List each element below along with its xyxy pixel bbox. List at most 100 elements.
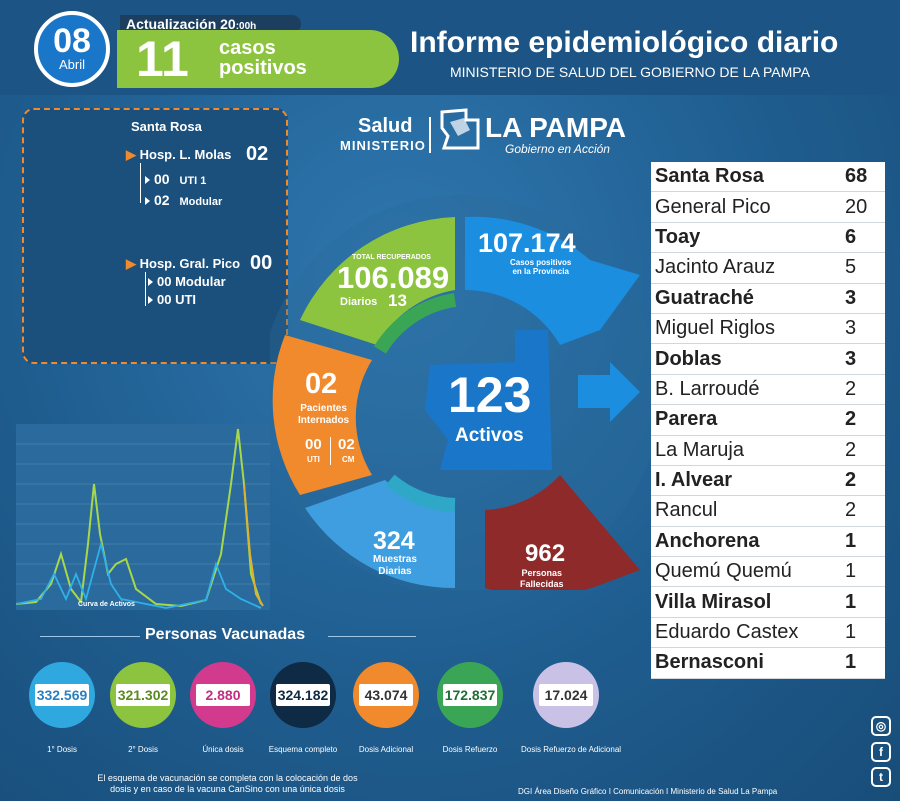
hospital-2-modular: 00 Modular: [148, 274, 226, 289]
cases-ring-diagram: [270, 195, 660, 590]
province-map-icon: [425, 330, 552, 470]
locality-count: 20: [845, 195, 868, 218]
hospital-2: ▶ Hosp. Gral. Pico: [126, 256, 240, 272]
vaccinated-title: Personas Vacunadas: [145, 626, 306, 643]
localities-table: Santa Rosa 68 General Pico 20 Toay 6 Jacinto A…: [651, 162, 885, 679]
vaccine-value: 324.182: [276, 684, 330, 706]
locality-name: Miguel Riglos: [655, 317, 776, 340]
locality-name: Santa Rosa: [655, 165, 764, 188]
samples-label-line1: Muestras: [373, 554, 417, 565]
vac-title-rule-right: [328, 636, 416, 637]
hospital-panel: [22, 108, 288, 364]
locality-name: Anchorena: [655, 529, 760, 552]
locality-name: Parera: [655, 408, 718, 431]
locality-name: I. Alvear: [655, 469, 733, 492]
locality-count: 5: [845, 256, 857, 279]
inner-band-teal: [385, 474, 456, 512]
table-row: Doblas 3: [651, 344, 885, 375]
vaccine-value: 332.569: [35, 684, 89, 706]
internados-cm-value: 02: [338, 436, 355, 453]
chart-caption: Curva de Activos: [78, 601, 135, 608]
locality-count: 2: [845, 377, 857, 400]
table-row: Rancul 2: [651, 496, 885, 527]
page-title: Informe epidemiológico diario: [410, 26, 839, 59]
logo-la-pampa: LA PAMPA: [485, 112, 627, 143]
hospital-1-name: Hosp. L. Molas: [139, 147, 232, 162]
segment-positives: [465, 216, 640, 345]
hospital-1-modular-label: Modular: [179, 196, 223, 208]
segment-internados: [272, 335, 372, 495]
new-cases-count: 11: [136, 31, 189, 87]
locality-name: Rancul: [655, 499, 718, 522]
hospital-1-uti-value: 00: [154, 171, 170, 187]
vaccine-label: Dosis Refuerzo: [442, 745, 498, 754]
active-cases-value: 123: [448, 367, 532, 423]
locality-count: 1: [845, 529, 857, 552]
vaccine-badge: 324.182: [270, 662, 336, 728]
locality-count: 2: [845, 499, 857, 522]
internados-uti-label: UTI: [307, 455, 320, 464]
bullet-arrow-icon: [145, 176, 150, 184]
positives-label-line2: en la Provincia: [512, 267, 569, 276]
vaccination-note: El esquema de vacunación se completa con…: [97, 773, 358, 794]
chart-grid: [16, 443, 270, 585]
locality-count: 68: [845, 165, 868, 188]
hospital-2-uti-label: UTI: [175, 292, 197, 307]
logo-divider: [429, 117, 431, 153]
locality-name: B. Larroudé: [655, 377, 760, 400]
locality-count: 2: [845, 408, 857, 431]
hospital-1-uti: 00 UTI 1: [145, 171, 206, 187]
table-row: Bernasconi 1: [651, 648, 885, 679]
hospital-2-uti: 00 UTI: [148, 292, 196, 307]
segment-recovered: [300, 217, 455, 345]
internados-label-line1: Pacientes: [300, 403, 347, 414]
vaccine-label: Dosis Adicional: [358, 745, 414, 754]
vaccine-badge: 321.302: [110, 662, 176, 728]
locality-count: 3: [845, 347, 857, 370]
deaths-value: 962: [525, 540, 566, 567]
instagram-icon[interactable]: ◎: [871, 716, 891, 736]
orange-arrow-icon: ▶: [126, 256, 136, 271]
hospital-1: ▶ Hosp. L. Molas: [126, 147, 231, 163]
logo-gobierno: Gobierno en Acción: [505, 142, 610, 156]
locality-count: 1: [845, 590, 857, 613]
table-row: Anchorena 1: [651, 527, 885, 558]
table-row: Toay 6: [651, 223, 885, 254]
new-cases-label-line2: positivos: [219, 57, 307, 79]
vac-title-rule-left: [40, 636, 140, 637]
locality-count: 1: [845, 560, 857, 583]
deaths-label: Personas Fallecidas: [520, 568, 564, 590]
vaccine-label: 1° Dosis: [47, 745, 77, 754]
new-cases-label: casos positivos: [219, 38, 307, 78]
samples-label-line2: Diarias: [378, 566, 412, 577]
vaccine-badge: 332.569: [29, 662, 95, 728]
vaccine-badge: 17.024: [533, 662, 599, 728]
locality-name: La Maruja: [655, 438, 744, 461]
deaths-label-line1: Personas: [521, 568, 563, 578]
new-cases-label-line1: casos: [219, 37, 276, 59]
vaccine-value: 172.837: [443, 684, 497, 706]
date-badge: 08 Abril: [34, 11, 110, 87]
hospital-city: Santa Rosa: [131, 119, 202, 134]
facebook-icon[interactable]: f: [871, 742, 891, 762]
active-curve-svg: [15, 428, 270, 609]
twitter-icon[interactable]: t: [871, 767, 891, 787]
vaccine-value: 2.880: [196, 684, 250, 706]
recovered-label: TOTAL RECUPERADOS: [352, 254, 431, 261]
curve-line-yellow: [243, 483, 264, 607]
hospital-2-total: 00: [250, 252, 273, 274]
footer-credit: DGI Área Diseño Gráfico I Comunicación I…: [518, 787, 778, 796]
locality-name: Doblas: [655, 347, 722, 370]
new-cases-banner: 11 casos positivos: [117, 30, 399, 88]
la-pampa-emblem-icon: [440, 108, 480, 150]
bullet-arrow-icon: [145, 197, 150, 205]
locality-count: 6: [845, 225, 857, 248]
vaccine-badge: 2.880: [190, 662, 256, 728]
segment-samples: [305, 480, 455, 589]
date-month: Abril: [58, 57, 85, 72]
positives-label: Casos positivos en la Provincia: [510, 258, 571, 276]
vaccine-label: Esquema completo: [268, 745, 338, 754]
table-row: La Maruja 2: [651, 436, 885, 466]
hospital-1-modular-value: 02: [154, 192, 170, 208]
update-suffix: :00h: [235, 21, 257, 32]
